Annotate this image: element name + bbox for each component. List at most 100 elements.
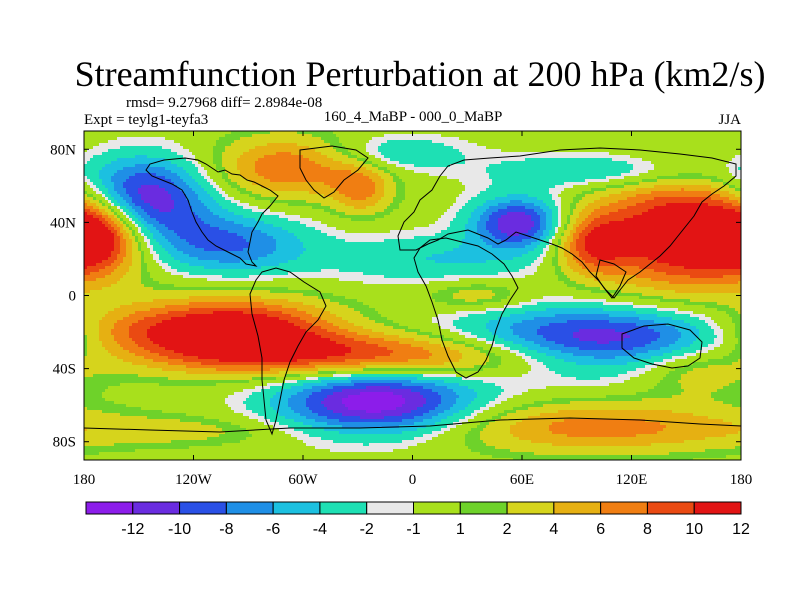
field-cell bbox=[123, 257, 133, 261]
field-cell bbox=[576, 377, 601, 381]
field-cell bbox=[384, 179, 394, 183]
field-cell bbox=[465, 299, 478, 303]
field-cell bbox=[288, 260, 436, 264]
field-cell bbox=[324, 428, 418, 432]
field-cell bbox=[477, 230, 490, 234]
field-cell bbox=[84, 218, 100, 222]
field-cell bbox=[543, 200, 556, 204]
field-cell bbox=[570, 230, 577, 234]
field-cell bbox=[717, 323, 736, 327]
field-cell bbox=[453, 248, 535, 252]
field-cell bbox=[150, 215, 199, 219]
field-cell bbox=[549, 239, 553, 243]
field-cell bbox=[555, 185, 574, 189]
field-cell bbox=[321, 317, 343, 321]
field-cell bbox=[492, 290, 511, 294]
field-cell bbox=[561, 218, 568, 222]
field-cell bbox=[333, 410, 367, 414]
field-cell bbox=[558, 215, 562, 219]
field-cell bbox=[564, 272, 580, 276]
field-cell bbox=[723, 206, 741, 210]
field-cell bbox=[84, 179, 91, 183]
field-cell bbox=[216, 383, 268, 387]
field-cell bbox=[123, 185, 142, 189]
field-cell bbox=[84, 440, 172, 444]
field-cell bbox=[732, 320, 741, 324]
field-cell bbox=[186, 365, 316, 369]
field-cell bbox=[180, 260, 220, 264]
field-cell bbox=[228, 176, 244, 180]
field-cell bbox=[729, 170, 741, 174]
field-cell bbox=[153, 257, 160, 261]
field-cell bbox=[243, 206, 259, 210]
field-cell bbox=[225, 149, 250, 153]
colorbar-label: -12 bbox=[121, 521, 144, 538]
field-cell bbox=[99, 335, 115, 339]
field-cell bbox=[555, 272, 565, 276]
field-cell bbox=[486, 353, 496, 357]
field-cell bbox=[447, 386, 469, 390]
field-cell bbox=[330, 311, 361, 315]
field-cell bbox=[132, 338, 151, 342]
field-cell bbox=[558, 263, 568, 267]
field-cell bbox=[132, 239, 136, 243]
field-cell bbox=[564, 233, 571, 237]
field-cell bbox=[450, 221, 469, 225]
field-cell bbox=[186, 197, 199, 201]
field-cell bbox=[432, 293, 454, 297]
field-cell bbox=[393, 200, 403, 204]
field-cell bbox=[483, 347, 502, 351]
field-cell bbox=[459, 179, 493, 183]
field-cell bbox=[576, 203, 589, 207]
field-cell bbox=[714, 398, 741, 402]
field-cell bbox=[132, 362, 169, 366]
field-cell bbox=[543, 257, 553, 261]
field-cell bbox=[111, 224, 118, 228]
y-tick-label: 80N bbox=[50, 142, 76, 158]
field-cell bbox=[669, 452, 741, 456]
field-cell bbox=[654, 164, 727, 168]
field-cell bbox=[84, 380, 250, 384]
field-cell bbox=[480, 434, 514, 438]
field-cell bbox=[117, 254, 127, 258]
field-cell bbox=[216, 143, 232, 147]
field-cell bbox=[237, 182, 253, 186]
field-cell bbox=[465, 236, 481, 240]
field-cell bbox=[489, 320, 523, 324]
field-cell bbox=[264, 155, 304, 159]
field-cell bbox=[609, 314, 658, 318]
field-cell bbox=[537, 245, 547, 249]
field-cell bbox=[555, 269, 562, 273]
field-cell bbox=[222, 155, 241, 159]
field-cell bbox=[522, 419, 565, 423]
field-cell bbox=[231, 185, 241, 189]
field-cell bbox=[237, 203, 250, 207]
field-cell bbox=[297, 437, 322, 441]
field-cell bbox=[84, 437, 208, 441]
field-cell bbox=[588, 203, 610, 207]
field-cell bbox=[135, 353, 160, 357]
field-cell bbox=[480, 350, 490, 354]
field-cell bbox=[123, 233, 130, 237]
field-cell bbox=[588, 233, 741, 237]
field-cell bbox=[141, 260, 145, 264]
field-cell bbox=[117, 341, 136, 345]
field-cell bbox=[375, 356, 430, 360]
field-cell bbox=[456, 392, 478, 396]
field-cell bbox=[639, 182, 724, 186]
field-cell bbox=[261, 266, 526, 270]
field-cell bbox=[126, 221, 133, 225]
field-cell bbox=[426, 398, 442, 402]
field-cell bbox=[507, 206, 526, 210]
field-cell bbox=[636, 203, 667, 207]
field-cell bbox=[300, 317, 322, 321]
field-cell bbox=[405, 182, 463, 186]
field-cell bbox=[561, 233, 565, 237]
colorbar-swatch bbox=[85, 501, 134, 515]
field-cell bbox=[429, 281, 565, 285]
field-cell bbox=[495, 446, 736, 450]
field-cell bbox=[558, 410, 673, 414]
field-cell bbox=[204, 221, 235, 225]
field-cell bbox=[567, 239, 574, 243]
